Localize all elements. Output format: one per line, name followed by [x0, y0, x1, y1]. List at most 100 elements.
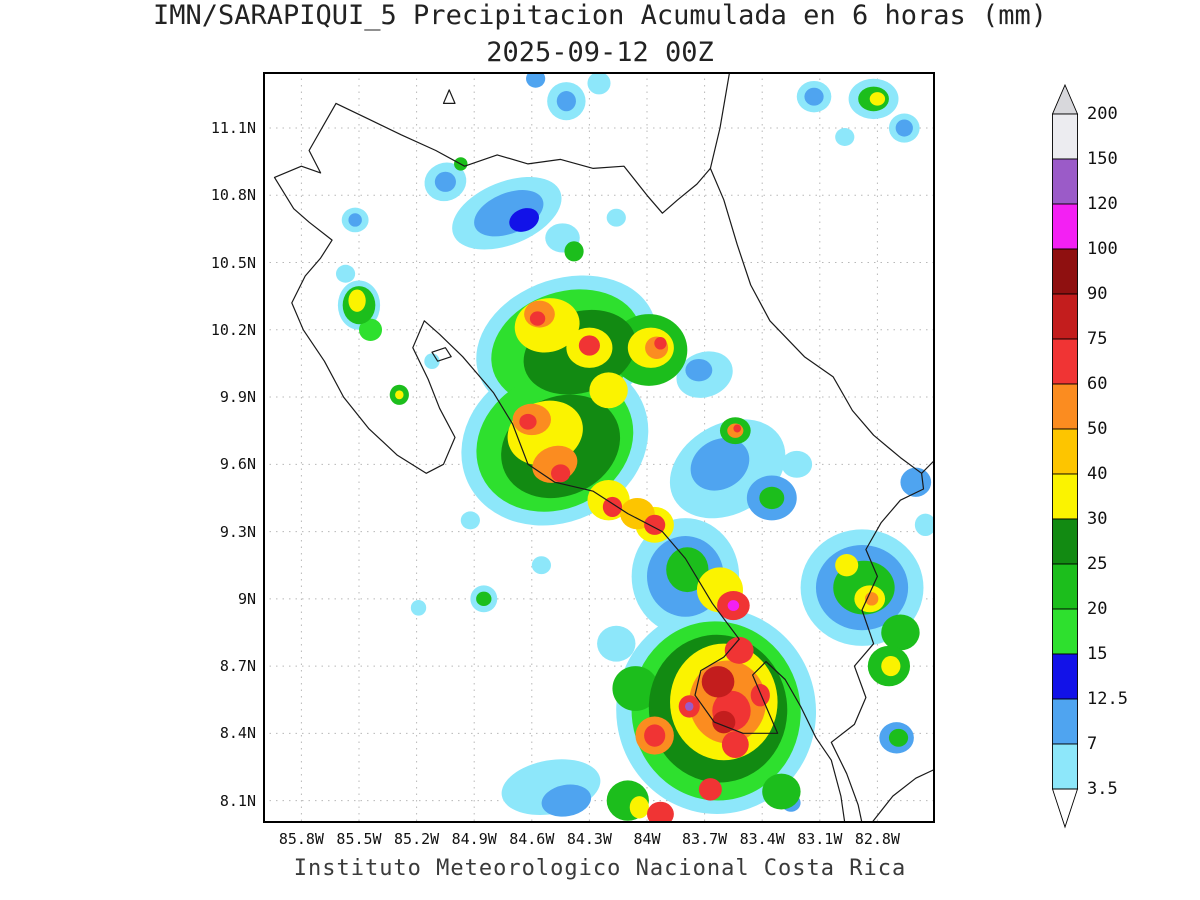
precip-cell: [727, 600, 740, 611]
lat-tick-label: 10.8N: [210, 186, 256, 205]
lat-tick-label: 8.4N: [219, 724, 256, 743]
precip-cell: [541, 784, 592, 817]
precip-cell: [835, 553, 859, 577]
colorbar-label: 100: [1087, 239, 1118, 259]
colorbar-label: 25: [1087, 554, 1107, 574]
colorbar-segment: [1052, 203, 1078, 250]
colorbar-segment: [1052, 158, 1078, 205]
lon-tick-label: 85.2W: [394, 830, 440, 848]
lon-tick-label: 84.9W: [451, 830, 497, 848]
coastline-path: [920, 460, 933, 474]
precip-cell: [434, 171, 456, 192]
precip-cell: [804, 87, 824, 106]
precip-cell: [895, 119, 913, 137]
lon-tick-label: 84.3W: [566, 830, 612, 848]
chart-subtitle-datetime: 2025-09-12 00Z: [486, 37, 714, 68]
coastline-path: [273, 102, 925, 821]
lat-tick-label: 9.3N: [219, 522, 256, 541]
colorbar-label: 50: [1087, 419, 1107, 439]
colorbar-segment: [1052, 653, 1078, 700]
colorbar-arrow-bottom: [1051, 788, 1079, 829]
colorbar-segment: [1052, 473, 1078, 520]
colorbar-segment: [1052, 338, 1078, 385]
coastline-path: [872, 769, 933, 821]
lat-tick-label: 9N: [237, 589, 256, 608]
precip-cell: [564, 241, 584, 262]
precip-cell: [750, 684, 770, 707]
precip-cell: [888, 728, 909, 747]
colorbar-segment: [1052, 293, 1078, 340]
colorbar-segment: [1052, 518, 1078, 565]
colorbar-label: 12.5: [1087, 689, 1128, 709]
precip-cell: [685, 701, 694, 711]
colorbar-arrow-top: [1051, 83, 1079, 115]
precipitation-map: [263, 72, 935, 823]
lat-tick-label: 9.9N: [219, 388, 256, 407]
source-caption: Instituto Meteorologico Nacional Costa R…: [293, 856, 907, 881]
colorbar-segment: [1052, 428, 1078, 475]
precip-cell: [529, 311, 546, 326]
lon-tick-label: 83.4W: [739, 830, 785, 848]
colorbar-segment: [1052, 113, 1078, 160]
colorbar-label: 30: [1087, 509, 1107, 529]
precip-cell: [666, 547, 709, 593]
precip-cell: [526, 74, 546, 88]
precip-cell: [701, 666, 735, 698]
precip-cell: [869, 92, 886, 106]
precip-cell: [606, 208, 626, 227]
precip-cell: [690, 438, 750, 491]
coastline-path: [442, 89, 456, 104]
precip-cell: [762, 773, 801, 810]
precip-cell: [733, 424, 742, 433]
chart-title: IMN/SARAPIQUI_5 Precipitacion Acumulada …: [152, 0, 1048, 31]
coastline-path: [431, 347, 452, 362]
precip-cell: [551, 464, 571, 483]
precip-cell: [587, 74, 611, 95]
precip-cell: [348, 289, 366, 312]
precip-cell: [881, 614, 920, 651]
precip-cell: [519, 413, 537, 430]
colorbar-label: 75: [1087, 329, 1107, 349]
precip-cell: [881, 655, 901, 677]
precip-cell: [724, 636, 754, 664]
colorbar-label: 150: [1087, 149, 1118, 169]
lat-tick-label: 10.2N: [210, 320, 256, 339]
colorbar: 200 150 120 100 90 75 60 50 40 30 25 20 15 12.5 7 3.5: [1051, 83, 1172, 834]
colorbar-scale: 200 150 120 100 90 75 60 50 40 30 25 20 15 12.5 7 3.5: [1051, 83, 1128, 829]
colorbar-segment: [1052, 248, 1078, 295]
precip-cell: [781, 450, 813, 478]
precip-cell: [531, 556, 551, 575]
lon-tick-label: 83.1W: [797, 830, 843, 848]
lon-tick-label: 84W: [633, 830, 661, 848]
lon-tick-label: 82.8W: [854, 830, 900, 848]
precip-cell: [721, 731, 749, 758]
lon-tick-label: 83.7W: [682, 830, 728, 848]
lon-tick-label: 84.6W: [509, 830, 555, 848]
precip-cell: [612, 666, 659, 711]
map-frame: [263, 72, 935, 823]
colorbar-segment: [1052, 383, 1078, 430]
precip-cell: [589, 372, 628, 409]
colorbar-segment: [1052, 698, 1078, 745]
lat-tick-label: 11.1N: [210, 119, 256, 138]
precip-cell: [460, 511, 480, 530]
precip-cell: [359, 318, 383, 342]
precip-cell: [644, 724, 666, 747]
lat-tick-label: 8.7N: [219, 657, 256, 676]
precip-cell: [597, 625, 636, 662]
colorbar-label: 20: [1087, 599, 1107, 619]
precip-cell: [509, 208, 539, 232]
precip-cell: [476, 591, 492, 606]
colorbar-label: 15: [1087, 644, 1107, 664]
precip-cell: [914, 513, 933, 537]
colorbar-segment: [1052, 563, 1078, 610]
colorbar-label: 120: [1087, 194, 1118, 214]
lat-tick-label: 8.1N: [219, 791, 256, 810]
colorbar-label: 90: [1087, 284, 1107, 304]
colorbar-label: 3.5: [1087, 779, 1118, 799]
lat-tick-label: 9.6N: [219, 455, 256, 474]
precip-cell: [685, 358, 713, 382]
map-panel: [263, 72, 935, 823]
precip-cell: [578, 335, 600, 356]
precip-cell: [629, 796, 649, 819]
